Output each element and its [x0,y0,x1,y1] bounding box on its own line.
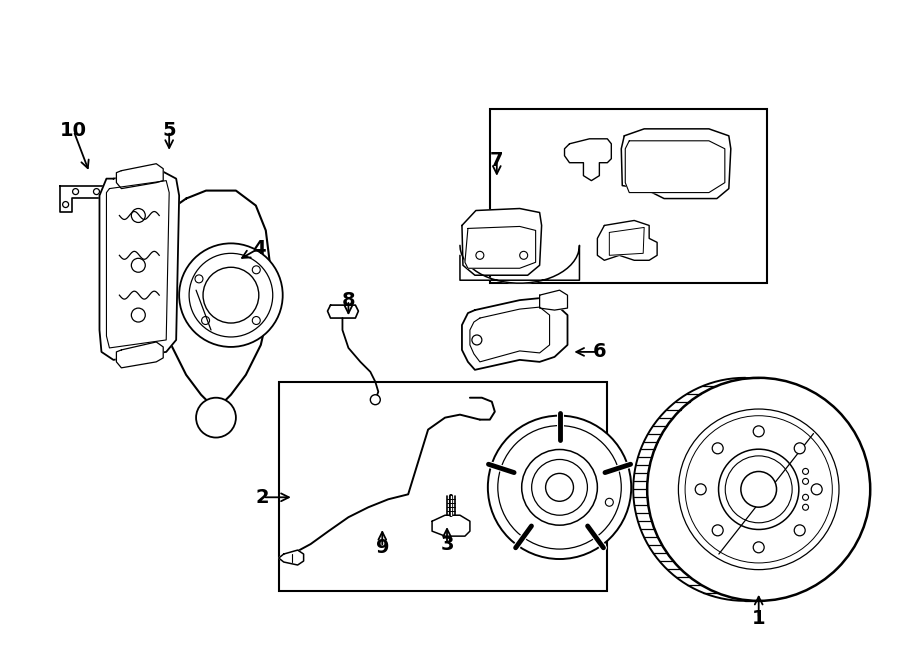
Circle shape [189,253,273,337]
Circle shape [252,317,260,325]
Circle shape [803,504,808,510]
Text: 2: 2 [256,488,270,507]
Circle shape [803,469,808,475]
Polygon shape [609,227,644,255]
Circle shape [753,542,764,553]
Circle shape [685,416,832,563]
Circle shape [794,525,806,536]
Circle shape [695,484,707,495]
Bar [490,109,767,283]
Circle shape [712,443,724,454]
Polygon shape [465,227,536,268]
Polygon shape [59,186,112,212]
Circle shape [73,188,78,194]
Circle shape [370,395,381,405]
Circle shape [196,398,236,438]
Circle shape [794,443,806,454]
Polygon shape [328,305,358,318]
Polygon shape [100,171,179,360]
Text: 1: 1 [752,609,766,629]
Circle shape [803,494,808,500]
Circle shape [741,471,777,507]
Circle shape [679,409,839,570]
Polygon shape [626,141,725,192]
Circle shape [131,308,145,322]
Text: 10: 10 [60,122,87,140]
Text: 9: 9 [375,537,389,557]
Text: 5: 5 [162,122,176,140]
Circle shape [476,251,484,259]
Circle shape [252,266,260,274]
Circle shape [179,243,283,347]
Circle shape [203,267,259,323]
Text: 4: 4 [252,239,266,258]
Circle shape [811,484,823,495]
Text: 3: 3 [440,535,454,554]
Circle shape [725,456,792,523]
Polygon shape [432,515,470,536]
Polygon shape [470,307,550,362]
Text: 8: 8 [342,291,356,309]
Circle shape [753,426,764,437]
Bar [279,382,608,591]
Circle shape [606,498,613,506]
Polygon shape [598,221,657,260]
Circle shape [63,202,68,208]
Polygon shape [279,550,303,565]
Text: 6: 6 [592,342,607,362]
Polygon shape [116,164,163,188]
Polygon shape [564,139,611,180]
Polygon shape [460,245,580,283]
Circle shape [712,525,724,536]
Circle shape [195,275,203,283]
Circle shape [94,188,100,194]
Circle shape [131,208,145,223]
Circle shape [718,449,799,529]
Circle shape [532,459,588,515]
Polygon shape [116,342,163,368]
Circle shape [131,258,145,272]
Polygon shape [462,298,568,370]
Circle shape [488,416,631,559]
Polygon shape [106,180,169,348]
Polygon shape [621,129,731,198]
Polygon shape [540,290,568,310]
Circle shape [202,317,210,325]
Circle shape [545,473,573,501]
Circle shape [519,251,527,259]
Circle shape [647,378,870,601]
Circle shape [472,335,482,345]
Circle shape [522,449,598,525]
Polygon shape [462,208,542,275]
Circle shape [803,479,808,485]
Circle shape [498,426,621,549]
Text: 7: 7 [491,151,504,171]
Polygon shape [161,190,271,410]
